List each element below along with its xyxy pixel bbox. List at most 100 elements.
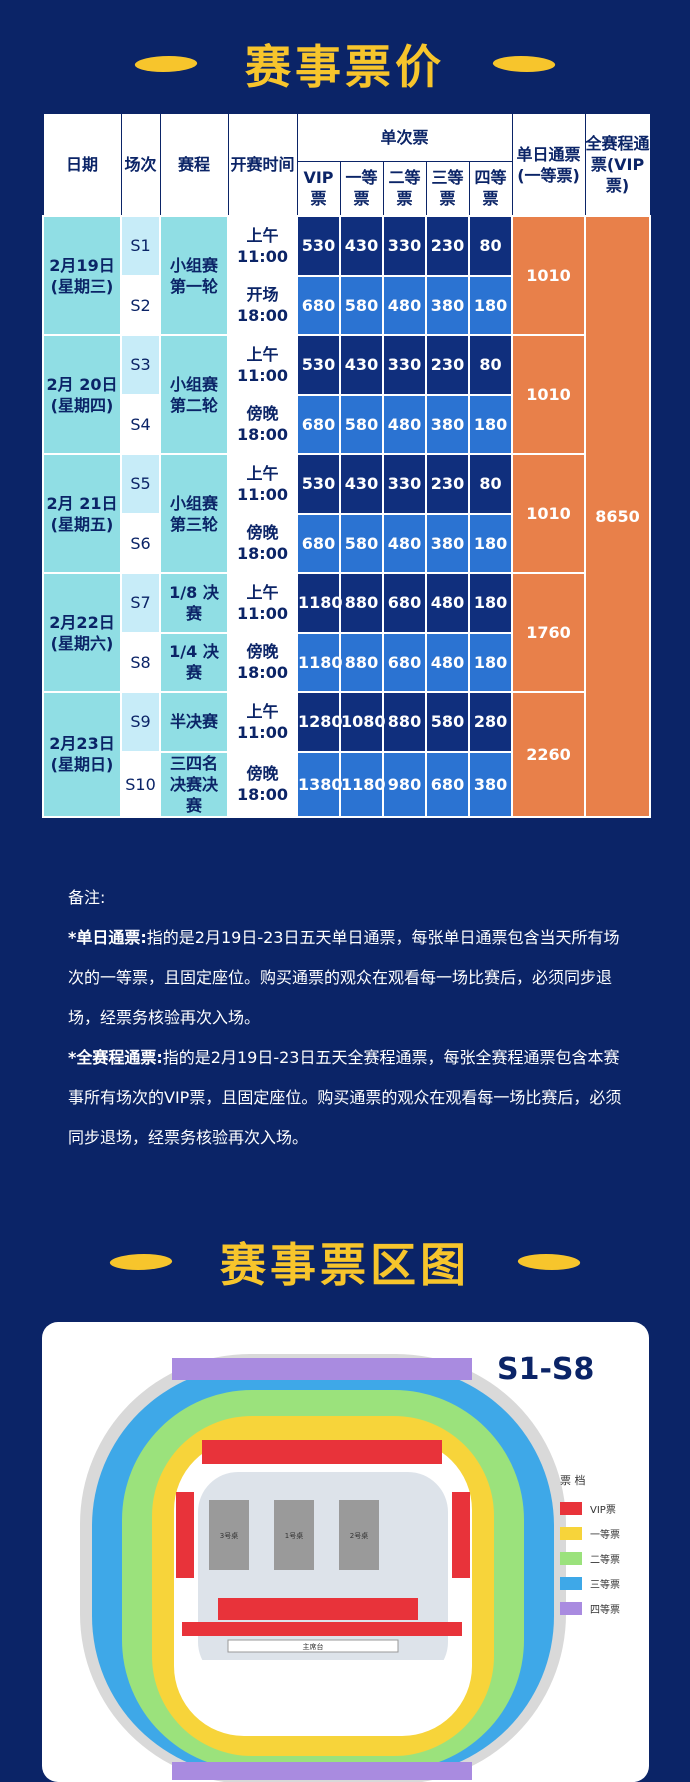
round-cell: 三四名决赛决赛 (159, 750, 229, 818)
session-cell: S6 (120, 512, 161, 574)
round-cell: 1/4 决赛 (159, 631, 229, 693)
price-cell: 180 (467, 512, 514, 574)
price-cell: 180 (467, 572, 514, 634)
price-cell: 680 (425, 750, 470, 818)
legend-item: 四等票 (560, 1596, 620, 1621)
map-section-header: 赛事票区图 (0, 1222, 690, 1302)
session-cell: S9 (120, 691, 161, 753)
stage-label: 主席台 (303, 1642, 324, 1651)
price-cell: 580 (339, 393, 384, 455)
full-pass-cell: 8650 (584, 215, 652, 818)
price-cell: 230 (425, 334, 470, 396)
date-text: 2月 21日 (46, 493, 118, 513)
time-label: 开场 (246, 285, 279, 305)
price-cell: 880 (382, 691, 427, 753)
session-cell: S5 (120, 453, 161, 515)
time-value: 18:00 (237, 425, 288, 445)
session-cell: S8 (120, 631, 161, 693)
time-cell: 开场 18:00 (227, 274, 298, 336)
press-area (198, 1660, 448, 1696)
time-label: 上午 (246, 463, 279, 483)
day-pass-cell: 1010 (511, 453, 587, 574)
seat-map: 3号桌 1号桌 2号桌 主席台 (80, 1354, 566, 1782)
legend: 票 档 VIP票 一等票 二等票 三等票 四等票 (560, 1472, 620, 1621)
date-cell: 2月22日 (星期六) (42, 572, 122, 693)
time-value: 11:00 (237, 246, 288, 266)
legend-title: 票 档 (560, 1474, 586, 1487)
table-2-label: 2号桌 (350, 1531, 368, 1540)
price-cell: 580 (339, 274, 384, 336)
price-table: 日期 场次 赛程 开赛时间 单次票 单日通票(一等票) 全赛程通票(VIP票) … (42, 114, 652, 818)
session-range-label: S1-S8 (497, 1352, 595, 1387)
decor-bar-right (515, 1254, 583, 1270)
notes-heading: 备注: (68, 888, 106, 907)
time-cell: 傍晚 18:00 (227, 750, 298, 818)
price-cell: 380 (425, 512, 470, 574)
weekday-text: (星期三) (50, 276, 114, 296)
table-row: S6 傍晚 18:00 680 580 480 380 180 (43, 512, 650, 574)
price-cell: 430 (339, 334, 384, 396)
price-cell: 80 (467, 334, 514, 396)
price-cell: 680 (382, 631, 427, 693)
header-day-pass: 单日通票(一等票) (511, 114, 586, 217)
table-3 (209, 1500, 249, 1570)
round-cell: 小组赛第一轮 (159, 215, 229, 336)
legend-label: 一等票 (590, 1530, 620, 1541)
session-cell: S1 (120, 215, 161, 277)
price-cell: 1180 (339, 750, 386, 818)
round-cell: 小组赛第三轮 (159, 453, 229, 574)
note-day-pass-text: 指的是2月19日-23日五天单日通票，每张单日通票包含当天所有场次的一等票，且固… (68, 928, 620, 1027)
price-cell: 530 (296, 334, 341, 396)
weekday-text: (星期六) (50, 633, 114, 653)
stage (227, 1639, 399, 1653)
price-cell: 680 (296, 393, 341, 455)
price-cell: 580 (425, 691, 470, 753)
decor-bar-left (107, 1254, 175, 1270)
price-cell: 430 (339, 215, 384, 277)
table-1-label: 1号桌 (285, 1531, 303, 1540)
time-label: 上午 (246, 701, 279, 721)
legend-label: 四等票 (590, 1605, 620, 1616)
table-2 (339, 1500, 379, 1570)
date-cell: 2月 20日 (星期四) (42, 334, 122, 455)
zone-fourth-bottom (172, 1762, 472, 1780)
price-cell: 230 (425, 453, 470, 515)
price-cell: 430 (339, 453, 384, 515)
session-cell: S7 (120, 572, 161, 634)
legend-swatch (560, 1602, 582, 1615)
price-cell: 530 (296, 453, 341, 515)
time-cell: 上午 11:00 (227, 334, 298, 396)
header-third: 三等票 (425, 161, 470, 217)
header-first: 一等票 (339, 161, 384, 217)
price-cell: 880 (339, 572, 384, 634)
time-cell: 傍晚 18:00 (227, 631, 298, 693)
decor-bar-right (490, 56, 558, 72)
time-label: 傍晚 (246, 523, 279, 543)
price-cell: 380 (425, 274, 470, 336)
map-section-title: 赛事票区图 (220, 1238, 470, 1292)
legend-item: 一等票 (560, 1521, 620, 1546)
price-cell: 330 (382, 334, 427, 396)
legend-swatch (560, 1552, 582, 1565)
zone-vip-bottom (218, 1598, 418, 1620)
time-value: 11:00 (237, 365, 288, 385)
price-cell: 1180 (296, 631, 343, 693)
time-value: 11:00 (237, 603, 288, 623)
day-pass-cell: 1760 (511, 572, 587, 693)
price-cell: 180 (467, 631, 514, 693)
price-cell: 380 (467, 750, 514, 818)
day-pass-cell: 1010 (511, 215, 587, 336)
table-row: S2 开场 18:00 680 580 480 380 180 (43, 274, 650, 336)
time-value: 18:00 (237, 306, 288, 326)
time-value: 18:00 (237, 544, 288, 564)
price-cell: 1380 (296, 750, 343, 818)
date-cell: 2月 21日 (星期五) (42, 453, 122, 574)
price-section-title: 赛事票价 (245, 40, 445, 94)
price-cell: 480 (382, 274, 427, 336)
time-cell: 上午 11:00 (227, 453, 298, 515)
zone-vip-left (176, 1492, 194, 1578)
header-full-pass: 全赛程通票(VIP票) (584, 114, 651, 217)
table-row: 2月19日 (星期三) S1 小组赛第一轮 上午 11:00 530 430 330 230 80 1… (42, 215, 652, 818)
note-day-pass-label: *单日通票: (68, 928, 147, 947)
table-1 (274, 1500, 314, 1570)
